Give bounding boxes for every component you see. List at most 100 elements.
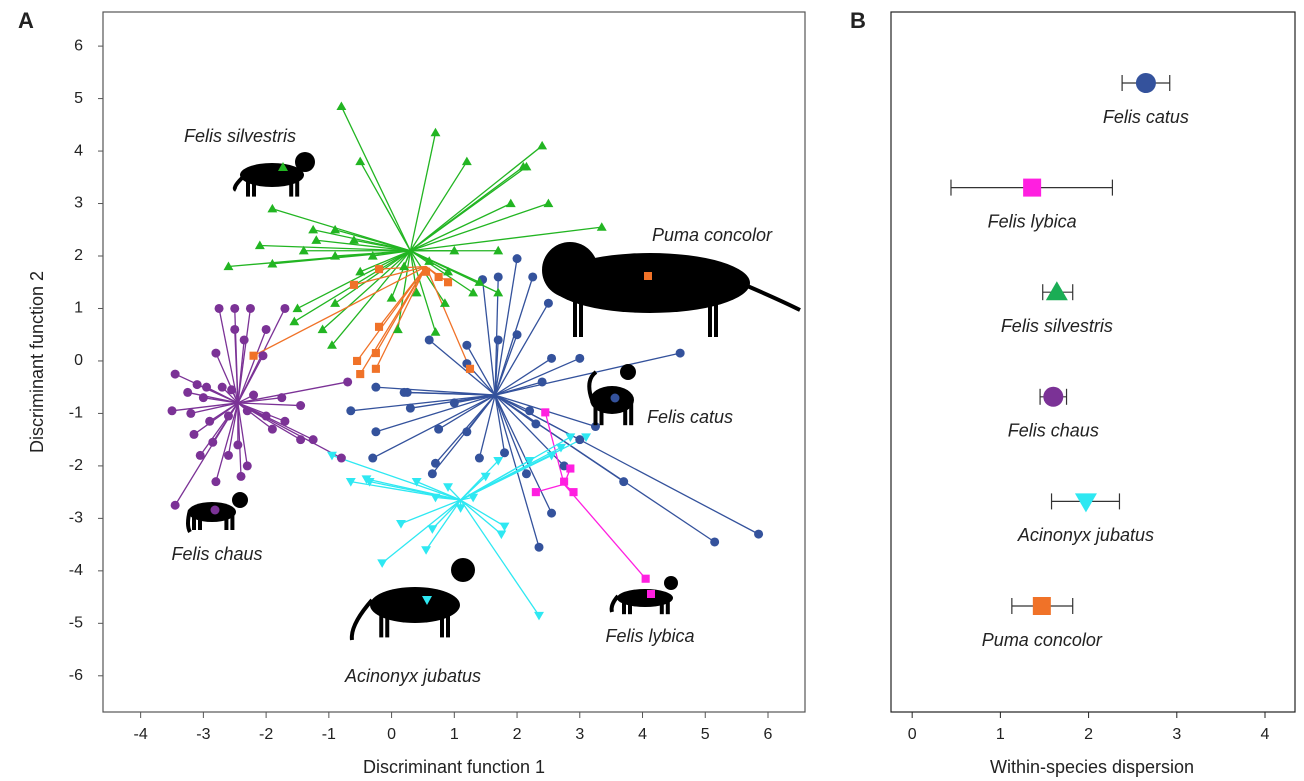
- silhouette-leg: [289, 175, 293, 197]
- marker: [475, 454, 484, 463]
- series-label: Felis chaus: [1008, 421, 1099, 441]
- spoke: [335, 230, 410, 251]
- spoke: [238, 403, 342, 458]
- marker: [211, 349, 220, 358]
- silhouette-leg: [622, 598, 626, 614]
- marker: [406, 404, 415, 413]
- spoke: [461, 500, 539, 615]
- marker: [425, 335, 434, 344]
- spoke: [200, 403, 238, 455]
- y-tick-label: 3: [74, 195, 83, 212]
- silhouette-head: [664, 576, 678, 590]
- marker: [538, 377, 547, 386]
- marker: [372, 349, 380, 357]
- marker: [462, 157, 472, 166]
- series-label: Felis catus: [647, 407, 733, 427]
- marker: [296, 401, 305, 410]
- marker: [444, 278, 452, 286]
- marker: [513, 254, 522, 263]
- spoke: [495, 358, 580, 395]
- y-tick-label: -1: [69, 405, 83, 422]
- silhouette-leg: [295, 175, 299, 197]
- marker: [506, 199, 516, 208]
- marker: [199, 393, 208, 402]
- legend-icon: [647, 590, 655, 598]
- marker: [537, 141, 547, 150]
- series-label: Puma concolor: [982, 630, 1103, 650]
- marker: [544, 299, 553, 308]
- spoke: [376, 266, 426, 368]
- marker: [346, 406, 355, 415]
- marker: [619, 477, 628, 486]
- legend-icon: [611, 394, 620, 403]
- marker: [547, 354, 556, 363]
- marker: [466, 365, 474, 373]
- silhouette-leg: [573, 283, 577, 337]
- marker: [250, 352, 258, 360]
- marker: [240, 335, 249, 344]
- marker: [468, 288, 478, 297]
- x-tick-label: 4: [638, 726, 647, 743]
- marker: [547, 509, 556, 518]
- marker: [280, 417, 289, 426]
- silhouette-leg: [440, 605, 444, 637]
- marker: [534, 612, 544, 621]
- series-label: Acinonyx jubatus: [344, 666, 481, 686]
- spoke: [323, 251, 411, 330]
- y-tick-label: -3: [69, 510, 83, 527]
- marker: [277, 393, 286, 402]
- marker: [566, 464, 574, 472]
- silhouette-leg: [579, 283, 583, 337]
- spoke: [382, 500, 460, 563]
- y-tick-label: 5: [74, 90, 83, 107]
- y-tick-label: 2: [74, 247, 83, 264]
- marker: [462, 341, 471, 350]
- silhouette-head: [620, 364, 636, 380]
- silhouette-leg: [714, 283, 718, 337]
- silhouette-head: [451, 558, 475, 582]
- silhouette-leg: [192, 512, 196, 530]
- marker: [350, 281, 358, 289]
- marker: [450, 398, 459, 407]
- marker: [196, 451, 205, 460]
- series-label: Acinonyx jubatus: [1017, 525, 1154, 545]
- marker: [1046, 281, 1068, 300]
- series-label: Felis silvestris: [184, 126, 296, 146]
- silhouette-leg: [246, 175, 250, 197]
- x-tick-label: -3: [196, 726, 210, 743]
- x-tick-label: 6: [764, 726, 773, 743]
- marker: [171, 370, 180, 379]
- marker: [183, 388, 192, 397]
- marker: [202, 383, 211, 392]
- silhouette-tail: [235, 178, 242, 190]
- spoke: [461, 461, 499, 500]
- silhouette-leg: [623, 400, 627, 425]
- marker: [289, 317, 299, 326]
- y-tick-label: 4: [74, 142, 83, 159]
- marker: [189, 430, 198, 439]
- marker: [243, 461, 252, 470]
- marker: [218, 383, 227, 392]
- legend-icon: [211, 506, 220, 515]
- spoke: [410, 146, 542, 251]
- x-tick-label: 4: [1261, 726, 1270, 743]
- marker: [211, 477, 220, 486]
- marker: [356, 370, 364, 378]
- x-axis-title: Discriminant function 1: [363, 757, 545, 777]
- legend-marker: [211, 506, 220, 515]
- x-tick-label: 1: [996, 726, 1005, 743]
- marker: [1023, 179, 1041, 197]
- x-axis-title: Within-species dispersion: [990, 757, 1194, 777]
- spoke: [238, 403, 301, 406]
- marker: [525, 406, 534, 415]
- marker: [1136, 73, 1156, 93]
- silhouette-leg: [252, 175, 256, 197]
- marker: [262, 412, 271, 421]
- marker: [528, 272, 537, 281]
- marker: [493, 288, 503, 297]
- marker: [493, 246, 503, 255]
- silhouette-head: [232, 492, 248, 508]
- marker: [262, 325, 271, 334]
- series-label: Felis lybica: [988, 211, 1077, 231]
- y-tick-label: -4: [69, 562, 83, 579]
